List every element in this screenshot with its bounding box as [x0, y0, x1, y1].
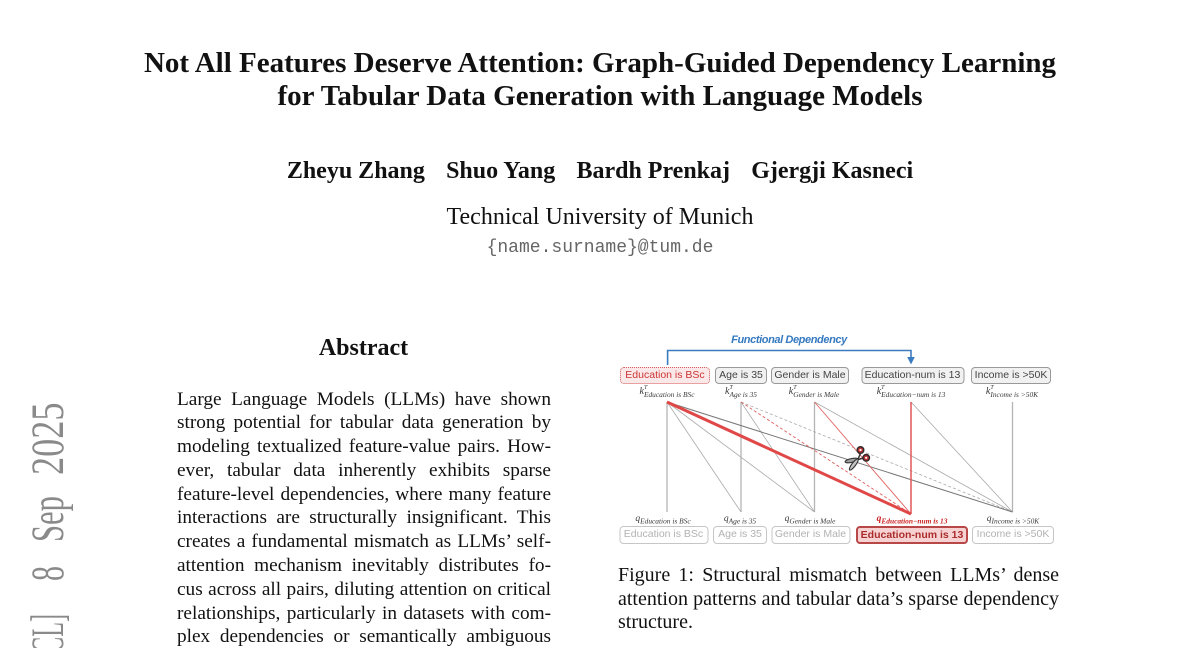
svg-text:Sep: Sep: [22, 496, 74, 542]
svg-text:8: 8: [22, 566, 74, 581]
svg-text:[cs.CL]: [cs.CL]: [22, 614, 74, 648]
svg-text:2025: 2025: [22, 403, 74, 476]
